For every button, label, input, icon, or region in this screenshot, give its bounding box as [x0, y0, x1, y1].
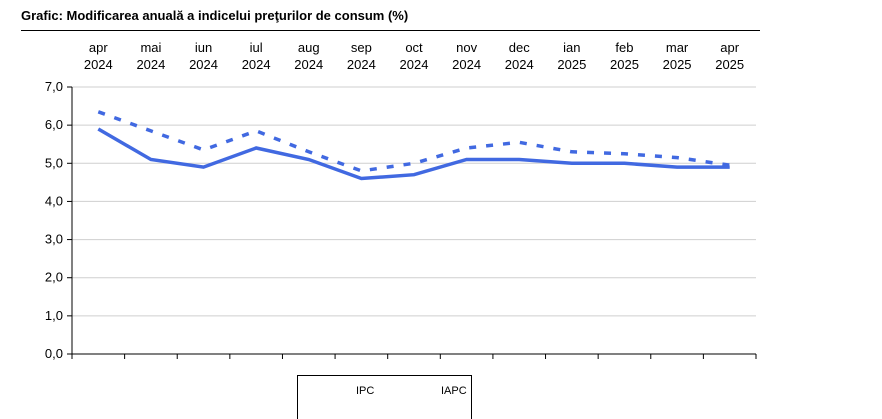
line-chart: 0,0 1,0 2,0 3,0 4,0 5,0 6,0 7,0 apr 2024 mai 2024 iu…: [45, 40, 757, 361]
y-tick-label: 5,0: [45, 155, 63, 170]
x-tick-label-year: 2024: [189, 57, 218, 72]
x-tick-label-month: iun: [195, 40, 212, 55]
tick-labels: 0,0 1,0 2,0 3,0 4,0 5,0 6,0 7,0 apr 2024 mai 2024 iu…: [45, 40, 744, 361]
x-tick-label-month: sep: [351, 40, 372, 55]
x-tick-label-year: 2025: [663, 57, 692, 72]
y-tick-label: 1,0: [45, 308, 63, 323]
x-tick-label-month: apr: [89, 40, 108, 55]
series-lines: [97, 110, 730, 181]
x-tick-label-month: apr: [720, 40, 739, 55]
title-underline: [21, 30, 760, 31]
legend: IPC IAPC: [297, 375, 472, 419]
x-tick-label-month: mai: [140, 40, 161, 55]
axes: [67, 86, 757, 359]
x-tick-label-year: 2024: [400, 57, 429, 72]
x-tick-label-year: 2024: [347, 57, 376, 72]
x-tick-label-month: nov: [456, 40, 477, 55]
y-tick-label: 2,0: [45, 270, 63, 285]
x-tick-label-month: aug: [298, 40, 320, 55]
series-line-iapc: [97, 110, 730, 173]
x-tick-label-month: oct: [405, 40, 423, 55]
y-tick-label: 3,0: [45, 232, 63, 247]
x-tick-label-year: 2024: [242, 57, 271, 72]
series-line-ipc: [97, 127, 730, 181]
legend-label-ipc: IPC: [356, 385, 375, 397]
x-tick-label-year: 2025: [610, 57, 639, 72]
x-tick-label-year: 2024: [505, 57, 534, 72]
x-tick-label-year: 2025: [557, 57, 586, 72]
legend-label-iapc: IAPC: [441, 385, 467, 397]
gridlines: [72, 86, 756, 317]
y-tick-label: 0,0: [45, 346, 63, 361]
x-tick-label-year: 2024: [294, 57, 323, 72]
x-tick-label-year: 2024: [136, 57, 165, 72]
x-tick-label-month: iul: [250, 40, 263, 55]
y-tick-label: 7,0: [45, 79, 63, 94]
y-tick-label: 6,0: [45, 117, 63, 132]
chart-title: Grafic: Modificarea anuală a indicelui p…: [21, 8, 409, 23]
x-tick-label-month: dec: [509, 40, 530, 55]
x-tick-label-month: mar: [666, 40, 689, 55]
x-tick-label-month: ian: [563, 40, 580, 55]
x-tick-label-year: 2024: [452, 57, 481, 72]
x-tick-label-year: 2025: [715, 57, 744, 72]
x-tick-label-year: 2024: [84, 57, 113, 72]
x-tick-label-month: feb: [615, 40, 633, 55]
y-tick-label: 4,0: [45, 193, 63, 208]
